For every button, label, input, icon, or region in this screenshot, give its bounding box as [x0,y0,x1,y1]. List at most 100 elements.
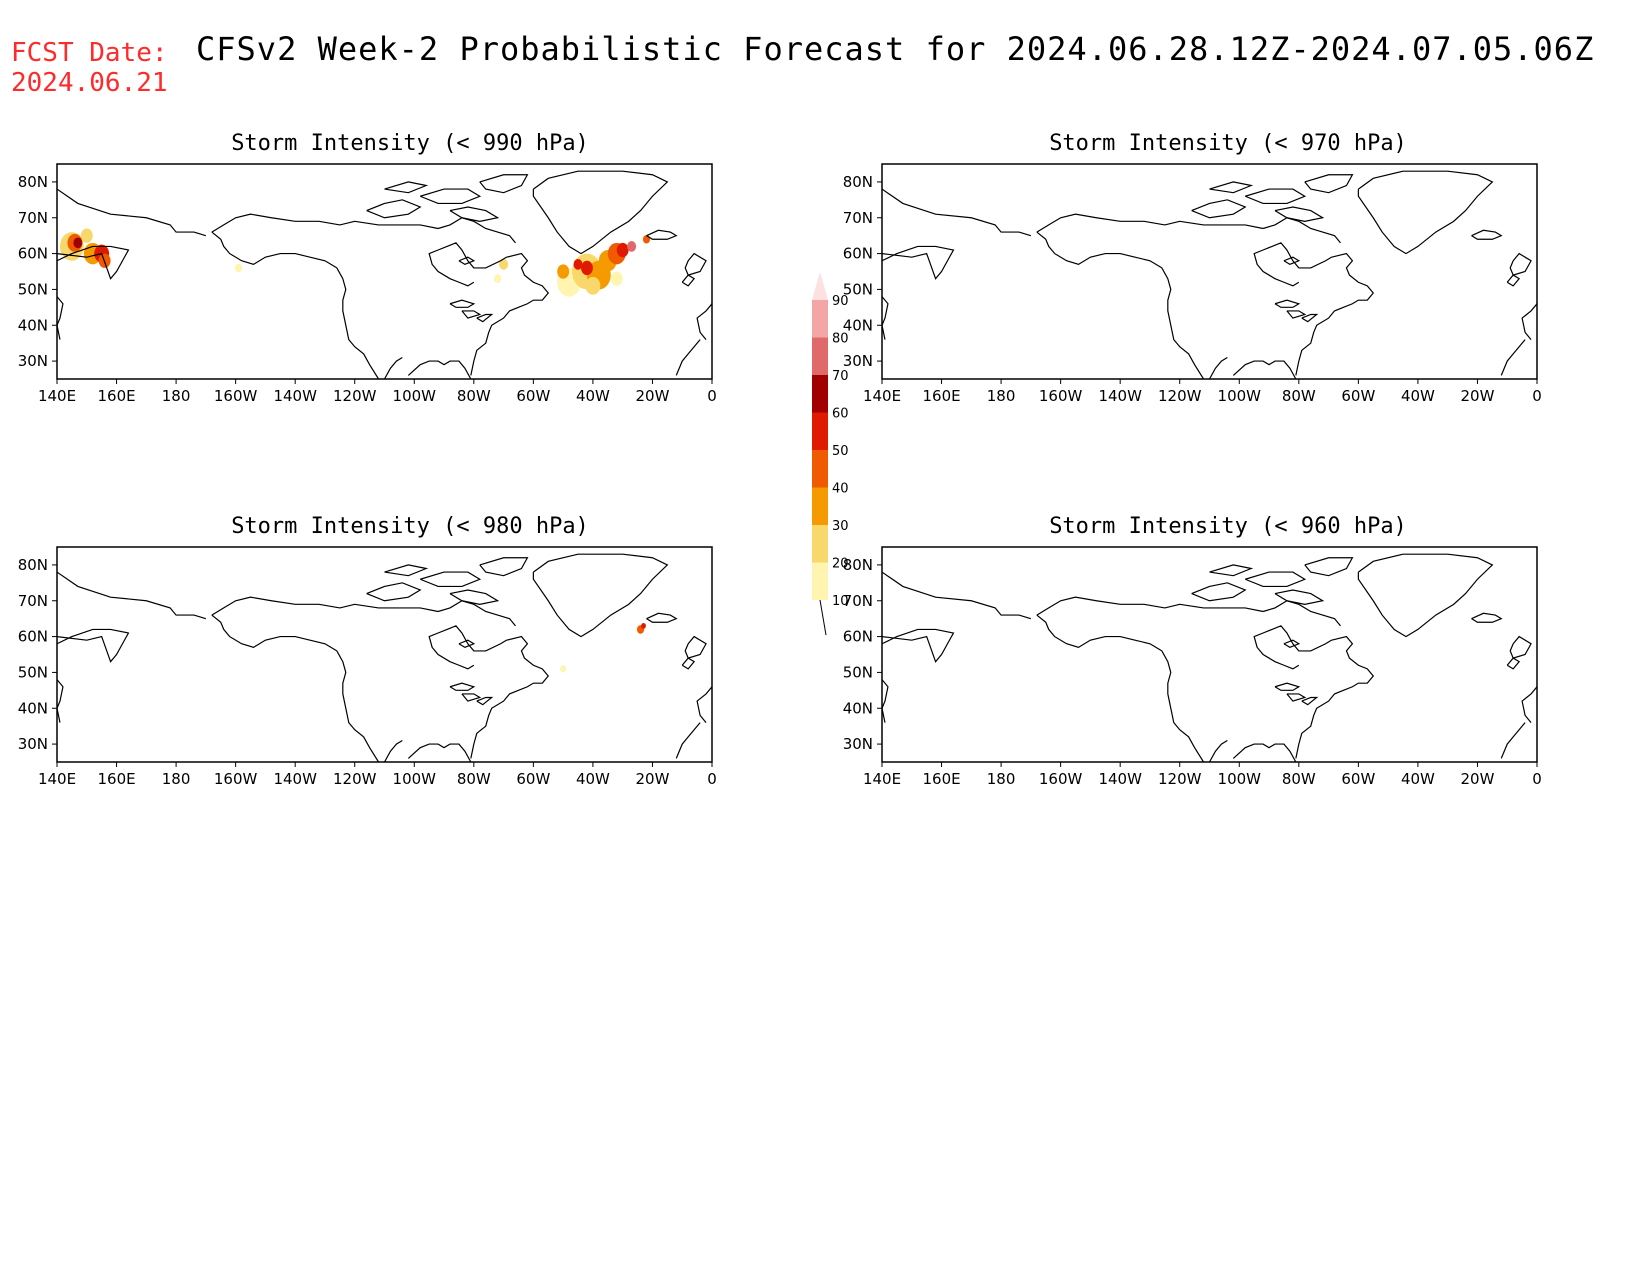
x-tick-label: 120W [333,387,377,405]
y-tick-label: 40N [843,699,873,717]
coastline [1262,217,1341,244]
y-tick-label: 40N [18,316,48,334]
x-tick-label: 180 [162,770,191,788]
x-tick-label: 0 [1532,770,1542,788]
y-tick-label: 30N [18,735,48,753]
y-tick-label: 50N [843,663,873,681]
map-frame [881,163,1538,380]
y-tick-label: 80N [843,556,873,574]
y-tick-label: 80N [18,556,48,574]
x-tick-label: 160E [97,387,135,405]
coastline [57,245,130,280]
coastline [1506,274,1521,287]
panel-title-990: Storm Intensity (< 990 hPa) [231,131,589,156]
colorbar-label: 60 [832,407,849,422]
colorbar-label: 20 [832,557,849,572]
x-tick-label: 160E [922,770,960,788]
coastline [1161,267,1205,379]
x-tick-label: 100W [393,387,437,405]
coastline [461,693,482,702]
colorbar-swatch [812,487,828,525]
coastline [211,614,338,652]
x-tick-label: 180 [987,770,1016,788]
coastline [470,252,550,376]
map-frame [56,163,713,380]
coastline [449,299,476,308]
x-tick-label: 100W [393,770,437,788]
coastline [479,557,529,577]
colorbar-legend: 90 80 70 60 50 40 30 20 10 [812,272,849,636]
x-tick-label: 20W [1460,387,1494,405]
coastline [1357,553,1494,638]
y-tick-label: 40N [843,316,873,334]
x-tick-label: 160E [922,387,960,405]
x-tick-label: 160W [1039,770,1083,788]
coastline [211,231,338,269]
coastline [449,682,476,691]
coastline [57,628,130,663]
x-tick-label: 20W [1460,770,1494,788]
colorbar-label: 10 [832,594,849,609]
probability-shading [627,241,637,252]
coastline [646,612,678,623]
x-tick-label: 20W [635,770,669,788]
x-tick-label: 180 [162,387,191,405]
coastline [1036,231,1163,269]
coastline [428,625,507,670]
colorbar-swatch [812,450,828,488]
colorbar-swatch [812,337,828,375]
probability-shading [80,228,93,243]
x-tick-label: 40W [1401,770,1435,788]
coastline [1471,612,1503,623]
map-panel-970: 140E 160E 180 160W 140W 120W 100W 80W 60W 40W 20W 0… [843,163,1542,405]
coastline [1036,596,1264,616]
coastline [696,303,712,340]
x-tick-label: 160W [214,387,258,405]
x-tick-label: 140W [273,770,317,788]
coastline [1283,256,1301,266]
probability-shading [235,263,243,273]
coastline [437,217,516,244]
x-tick-label: 40W [576,387,610,405]
colorbar-label: 80 [832,332,849,347]
coastline [1209,181,1254,194]
coastline [383,739,403,762]
panel-title-970: Storm Intensity (< 970 hPa) [1049,131,1407,156]
coastline [211,213,439,233]
colorbar-swatch [812,562,828,600]
y-tick-label: 70N [18,592,48,610]
colorbar-label: 30 [832,519,849,534]
x-tick-label: 180 [987,387,1016,405]
colorbar-label: 90 [832,294,849,309]
forecast-date-value: 2024.06.21 [11,68,168,98]
coastline [1509,635,1532,659]
coastline [384,181,429,194]
x-tick-label: 120W [1158,387,1202,405]
probability-shading [585,276,601,295]
colorbar-label: 70 [832,369,849,384]
colorbar-swatch [812,525,828,563]
coastline [675,722,701,759]
x-tick-label: 140W [1098,770,1142,788]
coastline [428,242,507,287]
y-tick-label: 60N [843,628,873,646]
probability-shading [73,237,83,249]
coastline [882,571,1032,620]
coastline [407,360,472,379]
colorbar-label: 50 [832,444,849,459]
colorbar-swatch [812,300,828,338]
coastline [1036,614,1163,652]
probability-shading [641,622,646,629]
x-tick-label: 140E [863,770,901,788]
coastline [1301,313,1319,323]
coastline [1521,686,1537,723]
coastline [1253,625,1332,670]
coastline [1471,229,1503,240]
x-tick-label: 120W [333,770,377,788]
coastline [882,679,889,723]
coastline [383,356,403,379]
coastline [1208,356,1228,379]
coastline [1500,339,1526,376]
main-title: CFSv2 Week-2 Probabilistic Forecast for … [196,30,1595,68]
forecast-date-block: FCST Date: 2024.06.21 [11,38,168,98]
